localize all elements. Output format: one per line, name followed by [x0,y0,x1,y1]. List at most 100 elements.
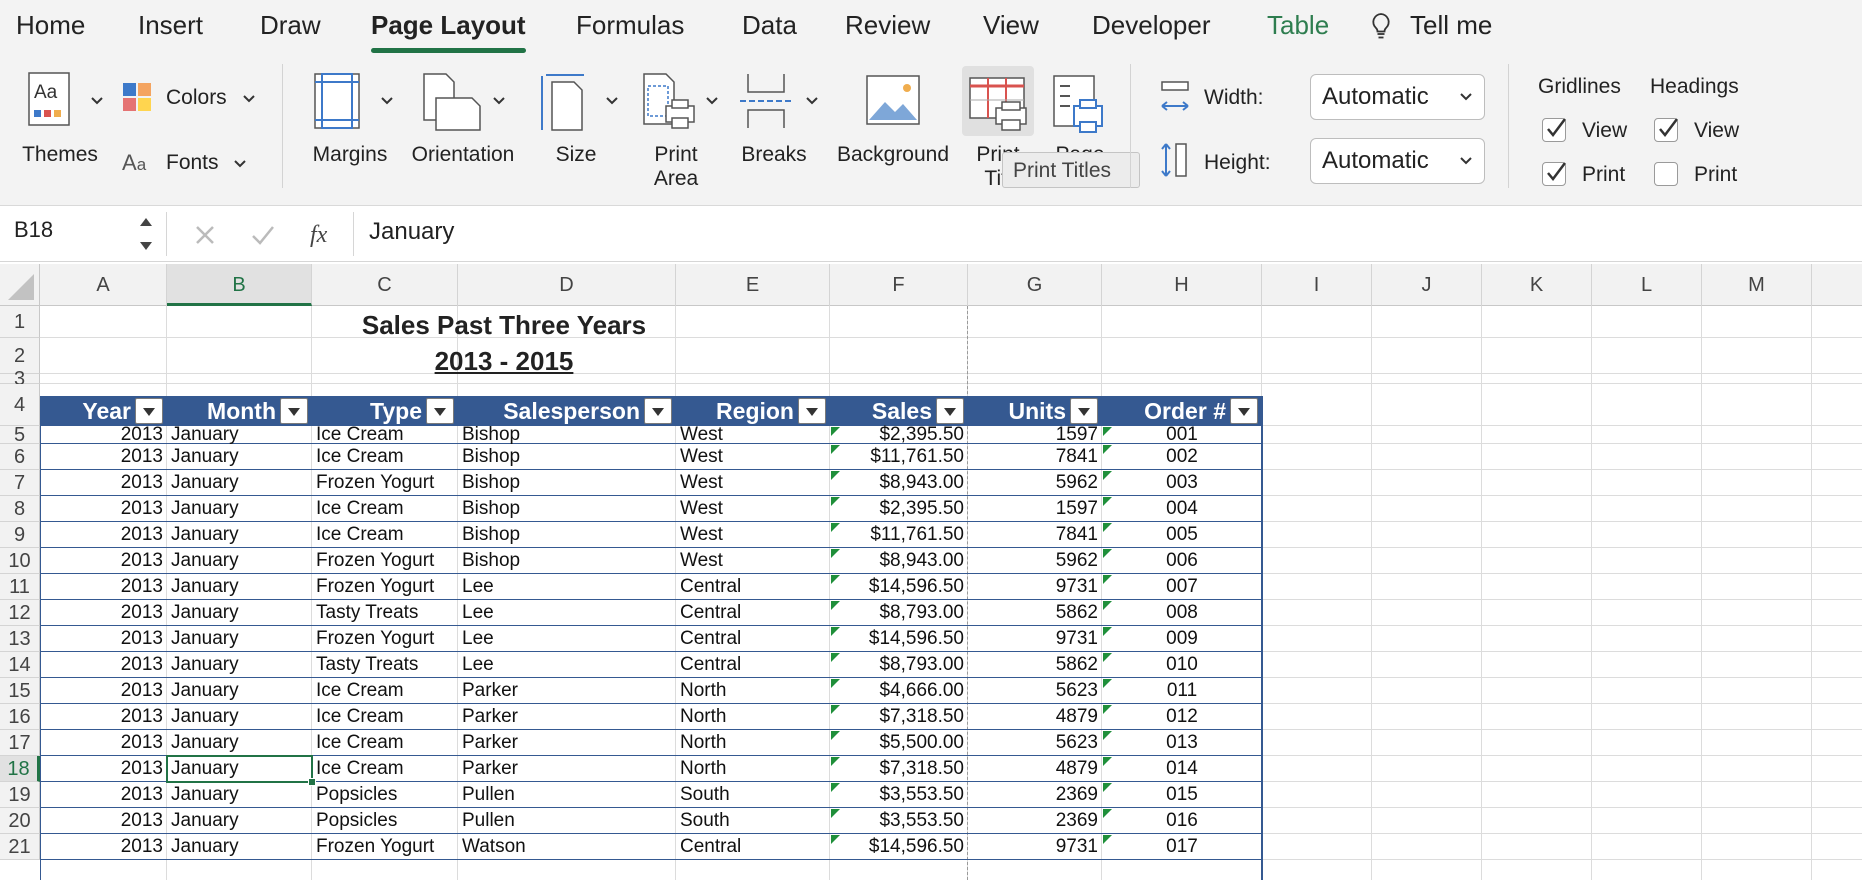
column-header-l[interactable]: L [1592,264,1702,306]
tab-data[interactable]: Data [742,10,797,40]
tab-page-layout[interactable]: Page Layout [371,10,526,53]
row-header-14[interactable]: 14 [0,652,40,678]
colors-label[interactable]: Colors [166,86,227,109]
table-cell[interactable]: $8,943.00 [879,550,964,571]
margins-icon[interactable] [313,72,361,130]
column-header-c[interactable]: C [312,264,458,306]
colors-icon[interactable] [122,82,152,112]
table-cell[interactable]: Bishop [462,446,521,467]
row-header-19[interactable]: 19 [0,782,40,808]
table-cell[interactable]: South [680,784,730,805]
table-cell[interactable]: Frozen Yogurt [316,628,435,649]
background-button[interactable]: Background [836,143,950,166]
table-cell[interactable]: 002 [1166,446,1198,467]
table-cell[interactable]: 2013 [120,732,163,753]
chevron-down-icon[interactable] [806,97,818,105]
height-dropdown[interactable]: Automatic [1310,138,1485,184]
table-cell[interactable]: $5,500.00 [879,732,964,753]
table-cell[interactable]: $3,553.50 [879,810,964,831]
filter-dropdown-button[interactable] [1070,398,1098,424]
table-cell[interactable]: 004 [1166,498,1198,519]
table-cell[interactable]: January [171,680,239,701]
table-cell[interactable]: January [171,810,239,831]
row-header-20[interactable]: 20 [0,808,40,834]
filter-dropdown-button[interactable] [644,398,672,424]
table-cell[interactable]: 008 [1166,602,1198,623]
name-box-stepper-icon[interactable] [138,214,154,254]
table-cell[interactable]: 5623 [1055,680,1098,701]
headings-print-checkbox[interactable] [1654,162,1678,186]
column-header-b[interactable]: B [167,264,312,306]
chevron-down-icon[interactable] [91,97,103,105]
table-cell[interactable]: West [680,446,723,467]
chevron-down-icon[interactable] [606,97,618,105]
table-cell[interactable]: 2369 [1055,784,1098,805]
table-cell[interactable]: South [680,810,730,831]
table-cell[interactable]: Frozen Yogurt [316,550,435,571]
table-cell[interactable]: $8,943.00 [879,472,964,493]
table-cell[interactable]: $7,318.50 [879,758,964,779]
table-cell[interactable]: West [680,524,723,545]
tab-table[interactable]: Table [1267,10,1330,40]
table-cell[interactable]: Bishop [462,524,521,545]
table-cell[interactable]: Ice Cream [316,680,404,701]
headings-view-label[interactable]: View [1694,119,1740,142]
cancel-icon[interactable] [194,224,216,246]
table-cell[interactable]: 009 [1166,628,1198,649]
page-size-icon[interactable] [538,72,588,132]
row-header-3[interactable]: 3 [0,369,40,389]
row-header-10[interactable]: 10 [0,548,40,574]
column-header-j[interactable]: J [1372,264,1482,306]
table-cell[interactable]: $7,318.50 [879,706,964,727]
row-header-7[interactable]: 7 [0,470,40,496]
chevron-down-icon[interactable] [234,160,246,168]
table-cell[interactable]: January [171,784,239,805]
table-cell[interactable]: January [171,732,239,753]
table-cell[interactable]: Lee [462,654,494,675]
table-cell[interactable]: Ice Cream [316,424,404,445]
table-cell[interactable]: Pullen [462,784,515,805]
table-cell[interactable]: 2013 [120,706,163,727]
confirm-checkmark-icon[interactable] [251,224,275,246]
table-cell[interactable]: North [680,732,727,753]
row-header-17[interactable]: 17 [0,730,40,756]
table-cell[interactable]: Central [680,602,742,623]
filter-dropdown-button[interactable] [936,398,964,424]
table-cell[interactable]: Lee [462,576,494,597]
table-cell[interactable]: 2013 [120,654,163,675]
table-cell[interactable]: 005 [1166,524,1198,545]
table-cell[interactable]: West [680,472,723,493]
row-header-9[interactable]: 9 [0,522,40,548]
row-header-8[interactable]: 8 [0,496,40,522]
table-cell[interactable]: 003 [1166,472,1198,493]
tab-insert[interactable]: Insert [138,10,204,40]
table-cell[interactable]: 2013 [120,472,163,493]
table-cell[interactable]: 2013 [120,424,163,445]
column-header-e[interactable]: E [676,264,830,306]
row-header-1[interactable]: 1 [0,306,40,338]
table-cell[interactable]: Bishop [462,498,521,519]
table-cell[interactable]: 1597 [1055,498,1098,519]
column-header-d[interactable]: D [458,264,676,306]
width-dropdown[interactable]: Automatic [1310,74,1485,120]
table-cell[interactable]: 2013 [120,602,163,623]
table-cell[interactable]: 5862 [1055,602,1098,623]
table-cell[interactable]: 011 [1166,680,1198,701]
tab-review[interactable]: Review [845,10,931,40]
filter-dropdown-button[interactable] [1230,398,1258,424]
table-cell[interactable]: 9731 [1055,576,1098,597]
table-cell[interactable]: 2013 [120,758,163,779]
column-header-m[interactable]: M [1702,264,1812,306]
table-cell[interactable]: Tasty Treats [316,602,419,623]
filter-dropdown-button[interactable] [135,398,163,424]
table-cell[interactable]: 5623 [1055,732,1098,753]
insert-function-icon[interactable]: fx [308,218,344,250]
tell-me-search[interactable]: Tell me [1410,10,1493,40]
table-cell[interactable]: Ice Cream [316,706,404,727]
table-cell[interactable]: 2013 [120,498,163,519]
table-cell[interactable]: 2013 [120,680,163,701]
table-cell[interactable]: $2,395.50 [879,424,964,445]
row-header-6[interactable]: 6 [0,444,40,470]
table-cell[interactable]: 2013 [120,576,163,597]
table-cell[interactable]: 7841 [1055,446,1098,467]
